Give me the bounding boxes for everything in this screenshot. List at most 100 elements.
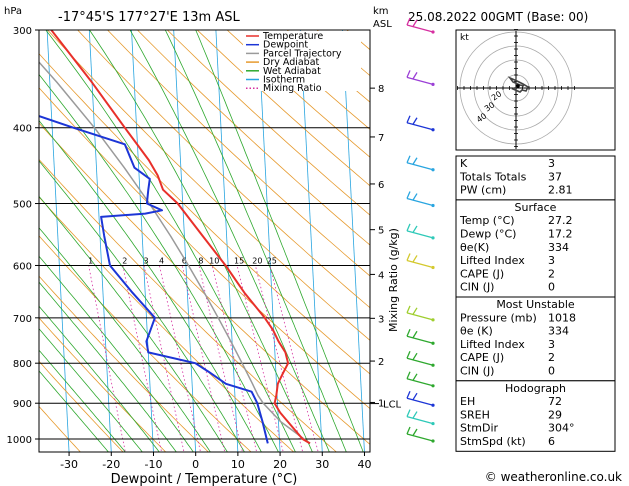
most_unstable-row-label: CIN (J) [460, 365, 494, 378]
mixing-ratio-label: 10 [209, 256, 219, 265]
dry-adiabat-line [39, 405, 81, 452]
most_unstable-row-value: 2 [548, 351, 555, 364]
indices-row-value: 2.81 [548, 184, 573, 197]
wet-adiabat-line [39, 370, 109, 452]
km-unit-label: km [373, 6, 389, 17]
dry-adiabat-line [39, 317, 167, 452]
surface-row-label: CIN (J) [460, 281, 494, 294]
hodograph_table-table-title: Hodograph [505, 382, 566, 395]
isotherm-line [131, 30, 154, 452]
most_unstable-row-value: 334 [548, 325, 569, 338]
dry-adiabat-line [106, 30, 370, 277]
hodograph_table-row-label: StmDir [460, 422, 499, 435]
pressure-tick-label: 700 [13, 314, 32, 325]
surface-row-label: Dewp (°C) [460, 228, 516, 241]
pressure-tick-label: 500 [13, 200, 32, 211]
isotherm-line [342, 30, 365, 452]
most_unstable-row-label: Pressure (mb) [460, 311, 537, 324]
surface-row-value: 17.2 [548, 228, 573, 241]
most_unstable-row-value: 0 [548, 365, 555, 378]
x-tick-label: 10 [231, 458, 245, 471]
indices-table-frame [455, 155, 616, 201]
surface-row-label: Temp (°C) [459, 214, 515, 227]
pressure-tick-label: 400 [13, 124, 32, 135]
datetime-label: 25.08.2022 00GMT (Base: 00) [408, 10, 588, 24]
plot-frame [38, 29, 371, 453]
location-title: -17°45'S 177°27'E 13m ASL [58, 10, 240, 25]
km-tick-label: 2 [378, 357, 384, 368]
mixing-ratio-line [88, 265, 126, 452]
isotherm-line [257, 30, 281, 452]
mixing-ratio-line [255, 265, 304, 452]
mixing-ratio-label: 25 [267, 256, 277, 265]
wet-adiabat-line [39, 160, 245, 452]
hodograph-kt-label: kt [460, 33, 469, 43]
indices-row-label: Totals Totals [459, 170, 527, 183]
dry-adiabat-line [47, 30, 370, 341]
hodograph-trace [507, 76, 530, 93]
most_unstable-table-title: Most Unstable [496, 298, 575, 311]
dry-adiabat-line [166, 30, 370, 216]
mixing-ratio-label: 3 [143, 256, 148, 265]
most_unstable-row-label: Lifted Index [460, 338, 525, 351]
wet-adiabat-line [164, 30, 347, 452]
axes: -30 -20 -10 0 10 20 30 40 300 400 500 600 700 800 900 1… [7, 26, 402, 471]
wind-barb [406, 191, 435, 208]
mixing-ratio-line [198, 265, 243, 452]
surface-table-title: Surface [515, 201, 557, 214]
surface-row-value: 334 [548, 241, 569, 254]
indices-row-value: 37 [548, 170, 562, 183]
hodograph_table-row-label: SREH [460, 408, 490, 421]
mixing-ratio-line [236, 265, 284, 452]
dewpoint-curve [39, 115, 269, 444]
wind-barbs [406, 17, 435, 443]
wet-adiabat-line [39, 227, 211, 452]
surface-row-label: Lifted Index [460, 254, 525, 267]
mixing-ratio-line [211, 265, 258, 452]
hodograph_table-row-value: 304° [548, 422, 575, 435]
mixing-ratio-label: 15 [234, 256, 244, 265]
x-axis-label: Dewpoint / Temperature (°C) [111, 472, 298, 486]
km-tick-label: 4 [378, 270, 384, 281]
dry-adiabat-line [39, 87, 370, 410]
asl-unit-label: ASL [373, 19, 392, 30]
isotherm-line [4, 19, 27, 459]
pressure-tick-label: 800 [13, 359, 32, 370]
legend-item-label: Temperature [262, 31, 323, 42]
legend-item-label: Mixing Ratio [263, 83, 322, 94]
wet-adiabat-line [195, 30, 364, 452]
km-tick-label: 6 [378, 180, 384, 191]
mixing-ratio-line [122, 265, 162, 452]
legend-item-label: Dry Adiabat [263, 57, 320, 68]
wind-barb [406, 155, 435, 172]
hodograph_table-table-frame [455, 380, 616, 452]
mixing-ratio-label: 8 [198, 256, 203, 265]
km-tick-label: 1 [378, 398, 384, 409]
wet-adiabat-line [39, 328, 143, 452]
km-tick-label: 8 [378, 84, 384, 95]
legend-item-label: Parcel Trajectory [263, 48, 342, 59]
surface-row-value: 27.2 [548, 214, 573, 227]
most_unstable-table-frame [455, 296, 616, 382]
hodograph_table-row-value: 29 [548, 408, 562, 421]
legend-box [243, 31, 361, 91]
surface-row-label: CAPE (J) [460, 267, 504, 280]
wet-adiabat-line [39, 73, 279, 452]
mixing-ratio-axis-label: Mixing Ratio (g/kg) [387, 228, 400, 332]
most_unstable-row-label: CAPE (J) [460, 351, 504, 364]
x-tick-label: 40 [357, 458, 371, 471]
temperature-curve [50, 30, 311, 445]
x-tick-label: 30 [315, 458, 329, 471]
dry-adiabat-line [77, 30, 370, 309]
most_unstable-row-value: 3 [548, 338, 555, 351]
parcel-trajectory-curve [39, 61, 311, 445]
km-tick-label: 3 [378, 314, 384, 325]
mixing-ratio-label: 6 [182, 256, 187, 265]
skewt-plot-area: 1 2 3 4 6 8 10 15 20 25 [4, 19, 371, 459]
mixing-ratio-line [159, 265, 201, 452]
wind-barb [406, 409, 435, 426]
wet-adiabat-line [89, 30, 313, 452]
wind-barb [406, 17, 435, 34]
